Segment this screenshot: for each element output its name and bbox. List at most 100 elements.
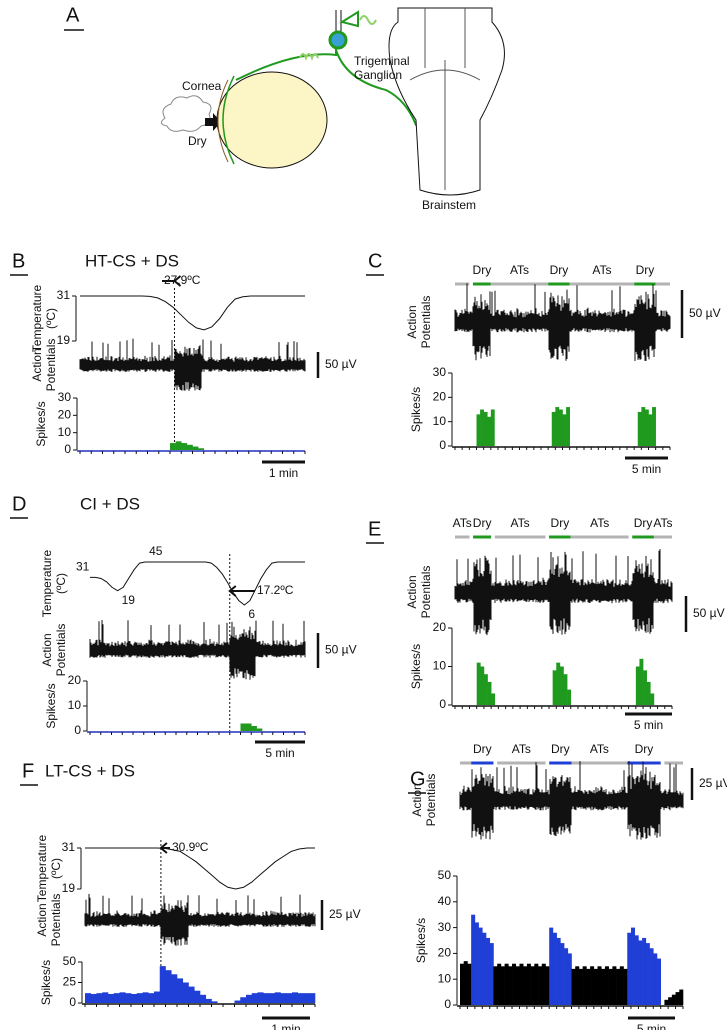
rate-bar	[638, 940, 643, 1005]
rate-bar	[292, 992, 299, 1003]
rate-bar	[136, 993, 143, 1003]
panel-label: E	[368, 518, 381, 540]
y-axis-label: Potentials	[419, 296, 433, 349]
rate-bar	[234, 1000, 241, 1003]
rate-bar	[263, 993, 270, 1003]
eye	[216, 71, 328, 169]
rate-bar	[653, 953, 658, 1005]
voltage-scale-label: 50 µV	[693, 606, 725, 620]
rate-tick-label: 20	[433, 620, 447, 634]
ganglion-label: Ganglion	[354, 68, 402, 82]
rate-bar	[508, 966, 513, 1005]
rate-bar	[575, 966, 580, 1005]
rate-bar	[269, 993, 276, 1003]
stimulus-label: ATs	[511, 516, 530, 530]
rate-bar	[240, 997, 247, 1003]
rate-bar	[608, 968, 613, 1005]
rate-tick-label: 30	[438, 920, 452, 934]
rate-tick-label: 0	[74, 723, 81, 737]
panel-title: CI + DS	[80, 494, 140, 513]
arrow	[228, 585, 255, 597]
panel-label: G	[410, 768, 426, 790]
rate-bar	[175, 441, 182, 450]
stimulus-label: ATs	[453, 516, 472, 530]
rate-bar	[177, 978, 184, 1003]
y-axis-label: Action	[40, 633, 54, 666]
rate-bar	[646, 681, 651, 705]
rate-bar	[246, 994, 253, 1003]
amplifier	[339, 10, 359, 28]
rate-bar	[274, 992, 281, 1003]
rate-bar	[257, 992, 264, 1003]
rate-bar	[491, 693, 496, 705]
stimulus-label: ATs	[512, 742, 531, 756]
rate-bar	[648, 414, 653, 446]
rate-bar	[644, 409, 649, 446]
stimulus-label: ATs	[590, 742, 609, 756]
rate-bar	[102, 992, 109, 1003]
stimulus-label: Dry	[473, 263, 492, 277]
rate-bar	[85, 993, 92, 1003]
rate-tick-label: 50	[63, 954, 77, 968]
annotation: 30.9ºC	[172, 840, 209, 854]
rate-tick-label: 10	[433, 659, 447, 673]
rate-bar	[612, 966, 617, 1005]
temp-mark-label: 19	[122, 593, 136, 607]
y-axis-label: Action	[405, 575, 419, 608]
rate-bar	[493, 966, 498, 1005]
rate-bar	[256, 728, 263, 731]
rate-bar	[559, 666, 564, 705]
rate-bar	[483, 674, 488, 705]
rate-bar	[497, 963, 502, 1005]
rate-bar	[460, 963, 465, 1005]
rate-bar	[280, 993, 287, 1003]
rate-bar	[556, 937, 561, 1005]
stimulus-label: Dry	[551, 516, 570, 530]
panel: G Dry ATs Dry ATs Dry Action Potentials 25 µV 0 10…	[408, 742, 727, 1030]
rate-tick-label: 10	[433, 414, 447, 428]
rate-bar	[483, 411, 488, 446]
rate-tick-label: 20	[68, 673, 82, 687]
rate-bar	[558, 409, 563, 446]
panel-label: F	[22, 760, 34, 782]
rate-bar	[478, 927, 483, 1005]
temp-tick-label: 19	[62, 881, 76, 895]
rate-tick-label: 0	[69, 995, 76, 1009]
rate-bar	[108, 993, 115, 1003]
action-potential-trace	[454, 283, 671, 361]
panel-label: D	[12, 493, 26, 515]
voltage-scale-label: 50 µV	[689, 306, 721, 320]
cornea	[217, 79, 229, 163]
rate-bar	[567, 689, 572, 705]
nerve-endings	[222, 75, 235, 165]
y-axis-label: Action	[405, 305, 419, 338]
rate-bar	[159, 966, 166, 1003]
action-potential-trace	[454, 549, 673, 636]
rate-bar	[486, 937, 491, 1005]
rate-bar	[211, 1001, 218, 1003]
rate-bar	[205, 998, 212, 1003]
rate-tick-label: 20	[438, 946, 452, 960]
rate-tick-label: 40	[438, 894, 452, 908]
voltage-scale-label: 50 µV	[325, 357, 357, 371]
rate-bar	[652, 407, 656, 446]
rate-bar	[619, 966, 624, 1005]
rate-bar	[192, 446, 199, 450]
rate-bar	[635, 666, 640, 705]
temp-tick-label: 31	[57, 288, 71, 302]
y-axis-label: (ºC)	[54, 573, 68, 594]
panel: D CI + DS 31 19 45 6 Temperature (ºC) 17.2ºC Acti…	[10, 493, 357, 760]
rate-bar	[286, 993, 293, 1003]
signal	[299, 53, 319, 61]
y-axis-label: Spikes/s	[34, 401, 48, 446]
rate-bar	[471, 914, 476, 1005]
rate-bar	[198, 448, 205, 450]
voltage-scale-label: 50 µV	[325, 643, 357, 657]
brainstem-detail	[409, 8, 481, 190]
rate-bar	[303, 993, 310, 1003]
rate-bar	[90, 993, 97, 1003]
temperature-trace	[80, 295, 305, 331]
panel-title: HT-CS + DS	[85, 251, 179, 270]
brainstem	[388, 7, 505, 196]
